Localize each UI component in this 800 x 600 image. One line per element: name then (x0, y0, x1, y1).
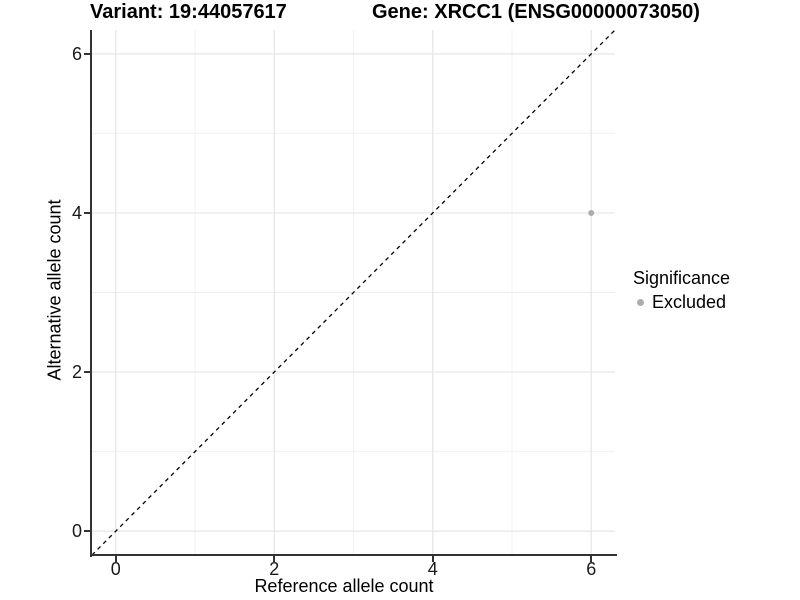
y-tick-mark (84, 530, 90, 533)
x-tick-mark (431, 556, 434, 562)
y-axis-title: Alternative allele count (44, 199, 65, 381)
y-axis-line (90, 30, 92, 557)
x-tick-label: 4 (427, 559, 438, 579)
plot-title-gene: Gene: XRCC1 (ENSG00000073050) (372, 1, 700, 23)
x-tick-label: 6 (586, 559, 597, 579)
legend-point-icon (637, 298, 644, 306)
y-tick-label: 2 (71, 362, 82, 383)
x-axis-line (90, 554, 617, 556)
legend-title: Significance (633, 268, 731, 288)
plot-canvas (91, 29, 616, 556)
legend-item-excluded: Excluded (633, 293, 730, 311)
plot-panel (91, 29, 616, 556)
y-tick-mark (84, 371, 90, 374)
x-tick-mark (273, 556, 276, 562)
legend-item-label: Excluded (652, 292, 727, 312)
identity-dashed-line (91, 29, 616, 556)
y-tick-mark (84, 211, 90, 214)
y-tick-mark (84, 52, 90, 55)
x-tick-label: 2 (269, 559, 280, 579)
x-tick-label: 0 (110, 559, 121, 579)
x-tick-mark (590, 556, 593, 562)
y-tick-label: 0 (71, 521, 82, 542)
legend: Significance Excluded (633, 268, 731, 312)
x-axis-title: Reference allele count (254, 576, 434, 596)
y-tick-label: 6 (71, 43, 82, 64)
y-tick-label: 4 (71, 202, 82, 223)
x-tick-mark (114, 556, 117, 562)
plot-title-variant: Variant: 19:44057617 (90, 1, 287, 23)
data-point (588, 209, 595, 216)
